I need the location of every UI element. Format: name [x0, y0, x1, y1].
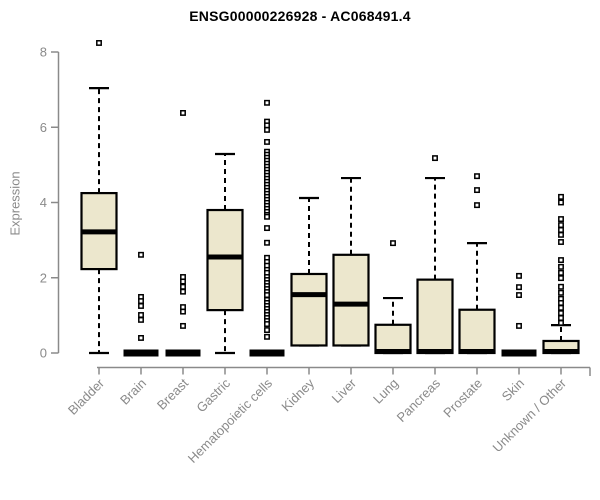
outlier-point-brain [138, 303, 144, 309]
box-lung [374, 323, 412, 355]
y-tick-label: 2 [40, 270, 47, 285]
outlier-point-brain [138, 316, 144, 323]
outlier-point-unknown-other [558, 199, 564, 206]
x-tick-label: Gastric [193, 375, 233, 415]
outlier-point-hematopoietic-cells [264, 292, 270, 299]
collapsed-box-skin [501, 349, 537, 357]
outlier-point-unknown-other [558, 263, 564, 270]
y-tick-label: 0 [40, 346, 47, 361]
outlier-point-hematopoietic-cells [264, 213, 270, 220]
x-tick-label: Brain [117, 376, 149, 408]
outlier-point-hematopoietic-cells [264, 126, 270, 133]
outlier-point-unknown-other [558, 275, 564, 282]
outlier-point-unknown-other [558, 216, 564, 223]
outlier-point-unknown-other [558, 231, 564, 238]
outlier-point-lung [390, 240, 396, 247]
outlier-point-hematopoietic-cells [264, 99, 270, 106]
x-tick-label: Skin [499, 376, 527, 404]
x-tick-label: Breast [154, 375, 191, 412]
collapsed-box-brain [123, 349, 159, 357]
outlier-point-breast [180, 322, 186, 329]
outlier-point-unknown-other [558, 319, 564, 326]
collapsed-box-hematopoietic-cells [249, 349, 285, 357]
outlier-point-unknown-other [558, 227, 564, 233]
outlier-point-breast [180, 110, 186, 116]
outlier-point-breast [180, 283, 186, 290]
x-tick-label: Liver [329, 375, 360, 406]
outlier-point-breast [180, 274, 186, 280]
x-tick-label: Pancreas [394, 375, 444, 425]
x-tick-label: Bladder [65, 375, 108, 418]
box-prostate [458, 308, 496, 355]
outlier-point-unknown-other [558, 193, 564, 200]
outlier-point-unknown-other [558, 222, 564, 229]
outlier-point-unknown-other [558, 283, 564, 290]
outlier-point-prostate [474, 187, 480, 194]
y-tick-label: 6 [40, 120, 47, 135]
outlier-point-hematopoietic-cells [264, 225, 270, 232]
outlier-point-hematopoietic-cells [264, 321, 270, 327]
outlier-point-skin [516, 322, 522, 329]
outlier-point-unknown-other [558, 315, 564, 321]
collapsed-box-breast [165, 349, 201, 357]
outlier-point-unknown-other [558, 300, 564, 306]
y-tick-label: 8 [40, 45, 47, 60]
outlier-point-brain [138, 298, 144, 305]
outlier-point-bladder [96, 40, 102, 46]
box-gastric [206, 208, 244, 312]
outlier-point-prostate [474, 202, 480, 209]
outlier-point-brain [138, 251, 144, 258]
outlier-point-hematopoietic-cells [264, 138, 270, 145]
outlier-point-unknown-other [558, 304, 564, 311]
outlier-point-breast [180, 278, 186, 285]
outlier-point-breast [180, 308, 186, 315]
x-tick-label: Prostate [440, 376, 485, 421]
x-tick-label: Unknown / Other [490, 375, 570, 455]
box-kidney [290, 272, 328, 347]
outlier-point-hematopoietic-cells [264, 122, 270, 129]
outlier-point-skin [516, 272, 522, 279]
outlier-point-brain [138, 312, 144, 318]
outlier-point-unknown-other [558, 239, 564, 245]
x-tick-label: Kidney [278, 375, 317, 414]
outlier-point-hematopoietic-cells [264, 327, 270, 333]
y-tick-label: 4 [40, 195, 47, 210]
outlier-point-prostate [474, 173, 480, 180]
outlier-point-unknown-other [558, 269, 564, 276]
outlier-point-unknown-other [558, 257, 564, 264]
outlier-point-brain [138, 335, 144, 341]
outlier-point-unknown-other [558, 289, 564, 296]
box-liver [332, 253, 370, 347]
outlier-point-unknown-other [558, 310, 564, 317]
outlier-point-breast [180, 288, 186, 295]
box-pancreas [416, 278, 454, 355]
outlier-point-breast [180, 304, 186, 311]
x-tick-label: Lung [370, 376, 401, 407]
outlier-point-hematopoietic-cells [264, 239, 270, 246]
outlier-point-skin [516, 284, 522, 291]
outlier-point-skin [516, 292, 522, 299]
outlier-point-hematopoietic-cells [264, 333, 270, 340]
outlier-point-pancreas [432, 155, 438, 162]
chart-title: ENSG00000226928 - AC068491.4 [189, 8, 411, 24]
